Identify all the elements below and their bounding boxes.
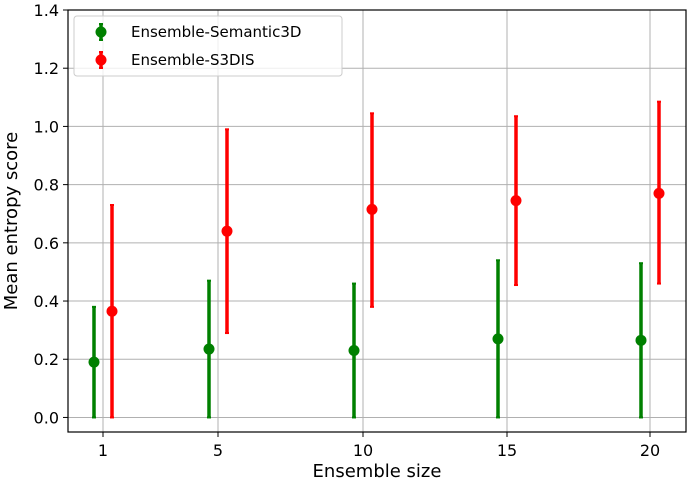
x-tick-label: 5 <box>213 441 223 460</box>
y-tick-label: 1.4 <box>34 1 59 20</box>
y-tick-label: 1.0 <box>34 117 59 136</box>
y-axis-label: Mean entropy score <box>1 132 22 311</box>
x-tick-label: 1 <box>98 441 108 460</box>
y-tick-label: 1.2 <box>34 59 59 78</box>
y-axis-ticks: 0.0 0.2 0.4 0.6 0.8 1.0 1.2 1.4 <box>34 1 68 427</box>
data-point <box>492 333 504 345</box>
data-point <box>635 334 647 346</box>
y-tick-label: 0.6 <box>34 234 59 253</box>
legend-marker <box>95 54 107 66</box>
data-point <box>348 345 360 357</box>
data-point <box>88 356 100 368</box>
y-tick-label: 0.4 <box>34 292 59 311</box>
plot-area-frame <box>67 9 687 433</box>
y-tick-label: 0.8 <box>34 176 59 195</box>
x-tick-label: 10 <box>353 441 373 460</box>
x-tick-label: 20 <box>640 441 660 460</box>
y-tick-label: 0.0 <box>34 408 59 427</box>
data-points <box>88 187 665 368</box>
data-point <box>510 195 522 207</box>
data-point <box>366 203 378 215</box>
x-tick-label: 15 <box>497 441 517 460</box>
y-tick-label: 0.2 <box>34 350 59 369</box>
data-point <box>203 343 215 355</box>
data-point <box>653 187 665 199</box>
x-axis-label: Ensemble size <box>313 461 442 482</box>
legend-label: Ensemble-Semantic3D <box>131 23 301 41</box>
grid <box>68 9 686 432</box>
x-axis-ticks: 1 5 10 15 20 <box>98 432 660 460</box>
data-point <box>106 305 118 317</box>
legend-label: Ensemble-S3DIS <box>131 51 255 69</box>
legend-marker <box>95 26 107 38</box>
data-point <box>221 225 233 237</box>
legend: Ensemble-Semantic3D Ensemble-S3DIS <box>73 15 343 77</box>
legend-box <box>73 15 343 77</box>
